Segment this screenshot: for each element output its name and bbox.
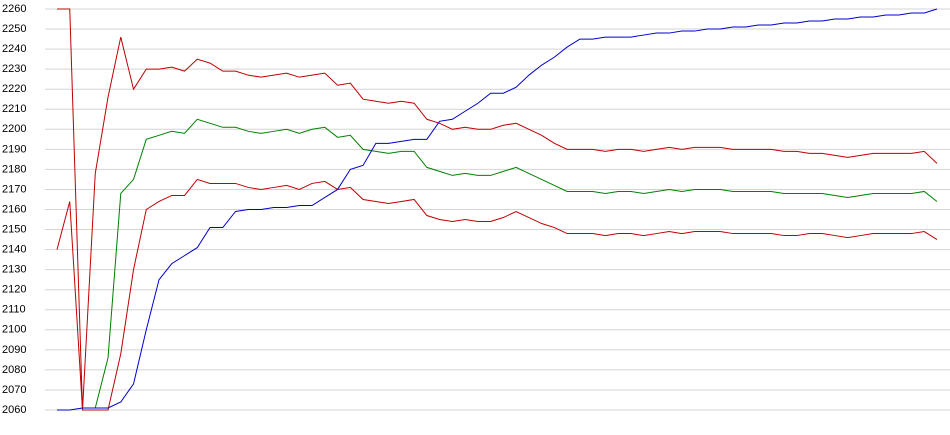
line-series xyxy=(57,8,938,411)
y-tick-label: 2140 xyxy=(2,244,26,256)
y-tick-label: 2170 xyxy=(2,183,26,195)
y-tick-label: 2250 xyxy=(2,23,26,35)
y-tick-label: 2080 xyxy=(2,364,26,376)
y-tick-label: 2220 xyxy=(2,83,26,95)
line-series xyxy=(82,118,938,409)
y-tick-label: 2240 xyxy=(2,43,26,55)
y-tick-label: 2190 xyxy=(2,143,26,155)
y-tick-label: 2090 xyxy=(2,344,26,356)
y-tick-label: 2230 xyxy=(2,63,26,75)
y-tick-label: 2150 xyxy=(2,223,26,235)
y-tick-label: 2210 xyxy=(2,103,26,115)
y-tick-label: 2110 xyxy=(2,304,26,316)
y-tick-label: 2060 xyxy=(2,404,26,416)
line-series xyxy=(56,178,938,411)
y-tick-label: 2130 xyxy=(2,264,26,276)
y-tick-label: 2260 xyxy=(2,3,26,15)
y-tick-label: 2160 xyxy=(2,203,26,215)
y-tick-label: 2200 xyxy=(2,123,26,135)
y-tick-label: 2180 xyxy=(2,163,26,175)
line-series xyxy=(57,8,938,411)
y-tick-label: 2120 xyxy=(2,284,26,296)
y-tick-label: 2070 xyxy=(2,384,26,396)
y-tick-label: 2100 xyxy=(2,324,26,336)
